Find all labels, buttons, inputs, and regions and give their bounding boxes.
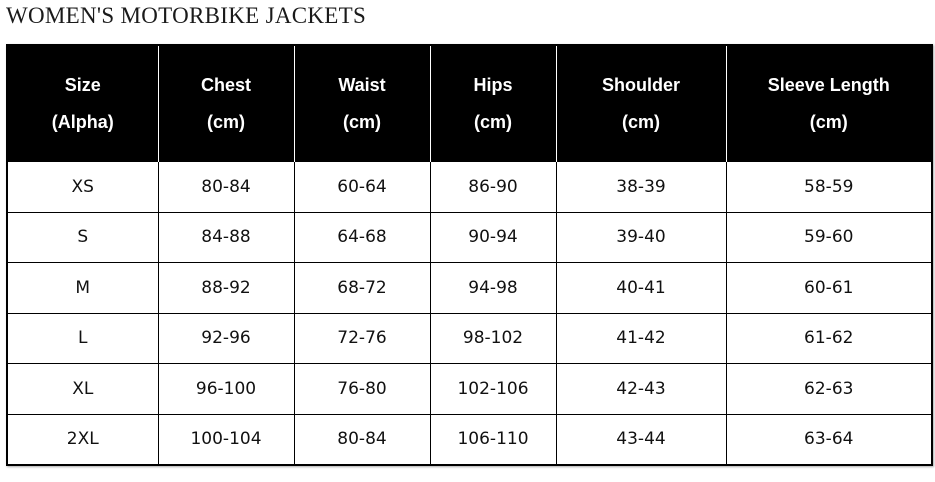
table-cell: 60-64	[293, 161, 431, 213]
table-cell: 39-40	[555, 211, 727, 263]
table-cell: XS	[6, 161, 159, 213]
table-cell: 76-80	[293, 363, 431, 415]
table-cell: 59-60	[725, 211, 933, 263]
table-cell: 62-63	[725, 363, 933, 415]
column-header: Size (Alpha)	[7, 45, 158, 162]
column-header-name: Hips	[473, 74, 513, 95]
table-cell: 88-92	[157, 262, 295, 314]
table-cell: 106-110	[429, 413, 557, 466]
column-header: Shoulder (cm)	[555, 45, 726, 162]
column-header: Sleeve Length (cm)	[725, 45, 932, 162]
table-row: M 88-92 68-72 94-98 40-41 60-61	[6, 262, 933, 314]
table-cell: 94-98	[429, 262, 557, 314]
page-title: WOMEN'S MOTORBIKE JACKETS	[6, 3, 367, 28]
table-cell: S	[6, 211, 159, 263]
table-cell: XL	[6, 363, 159, 415]
table-cell: 68-72	[293, 262, 431, 314]
size-chart-table: Size (Alpha) Chest (cm) Waist (cm) Hips (cm) Sho…	[6, 44, 933, 466]
table-row: S 84-88 64-68 90-94 39-40 59-60	[6, 211, 933, 263]
column-header-unit: (cm)	[473, 111, 512, 132]
table-cell: 38-39	[555, 161, 727, 213]
table-cell: 80-84	[293, 413, 431, 466]
table-cell: 60-61	[725, 262, 933, 314]
table-row: L 92-96 72-76 98-102 41-42 61-62	[6, 312, 933, 364]
column-header: Waist (cm)	[293, 45, 430, 162]
table-cell: 40-41	[555, 262, 727, 314]
table-cell: 72-76	[293, 312, 431, 364]
table-cell: M	[6, 262, 159, 314]
table-cell: 2XL	[6, 413, 159, 466]
table-cell: 41-42	[555, 312, 727, 364]
column-header-name: Waist	[338, 74, 386, 95]
table-cell: 63-64	[725, 413, 933, 466]
table-cell: 42-43	[555, 363, 727, 415]
column-header: Chest (cm)	[157, 45, 294, 162]
column-header-name: Size	[64, 74, 101, 95]
table-cell: 100-104	[157, 413, 295, 466]
column-header-unit: (Alpha)	[51, 111, 114, 132]
table-cell: 43-44	[555, 413, 727, 466]
column-header-name: Chest	[200, 74, 251, 95]
table-cell: 58-59	[725, 161, 933, 213]
table-cell: 80-84	[157, 161, 295, 213]
table-header-row: Size (Alpha) Chest (cm) Waist (cm) Hips (cm) Sho…	[7, 45, 932, 162]
table-cell: 64-68	[293, 211, 431, 263]
table-cell: 92-96	[157, 312, 295, 364]
column-header-unit: (cm)	[206, 111, 245, 132]
table-cell: 102-106	[429, 363, 557, 415]
column-header-unit: (cm)	[342, 111, 381, 132]
table-row: XL 96-100 76-80 102-106 42-43 62-63	[6, 363, 933, 415]
column-header-name: Shoulder	[601, 74, 680, 95]
column-header-unit: (cm)	[621, 111, 660, 132]
table-row: XS 80-84 60-64 86-90 38-39 58-59	[6, 161, 933, 213]
column-header-name: Sleeve Length	[767, 74, 890, 95]
table-cell: 61-62	[725, 312, 933, 364]
table-cell: 86-90	[429, 161, 557, 213]
column-header: Hips (cm)	[429, 45, 556, 162]
table-cell: 96-100	[157, 363, 295, 415]
table-cell: 84-88	[157, 211, 295, 263]
column-header-unit: (cm)	[809, 111, 848, 132]
table-cell: 98-102	[429, 312, 557, 364]
table-row: 2XL 100-104 80-84 106-110 43-44 63-64	[6, 413, 933, 466]
table-cell: 90-94	[429, 211, 557, 263]
table-cell: L	[6, 312, 159, 364]
